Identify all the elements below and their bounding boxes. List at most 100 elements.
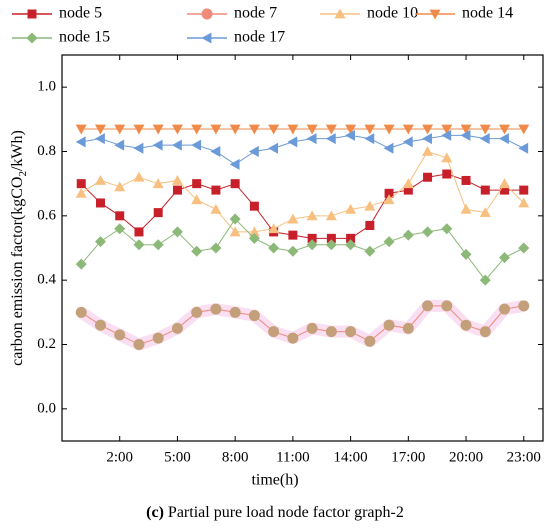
data-point (171, 322, 183, 334)
data-point (287, 136, 298, 148)
data-point (230, 179, 240, 189)
data-point (268, 326, 280, 338)
data-point (288, 230, 298, 240)
data-point (345, 124, 357, 135)
data-point (460, 319, 472, 331)
data-point (442, 169, 452, 179)
x-tick-label: 5:00 (164, 449, 191, 465)
data-point (364, 124, 376, 135)
data-point (441, 124, 453, 135)
legend-label: node 10 (367, 5, 418, 22)
data-point (114, 124, 126, 135)
y-label-part: carbon emission factor(kgCO (9, 177, 26, 366)
data-point (248, 232, 260, 244)
series-line (80, 150, 525, 233)
data-point (345, 239, 357, 251)
data-point (171, 124, 183, 135)
data-point (191, 245, 203, 257)
data-point (152, 332, 164, 344)
data-point (402, 322, 414, 334)
caption-text: Partial pure load node factor graph-2 (168, 504, 404, 521)
data-point (94, 124, 106, 135)
data-point (383, 236, 395, 248)
data-point (519, 185, 529, 195)
data-point (191, 194, 203, 205)
data-point (422, 133, 432, 145)
caption-label: (c) (146, 504, 164, 521)
legend-marker (201, 8, 213, 20)
data-point (248, 146, 259, 157)
legend-label: node 17 (234, 29, 285, 46)
data-point (287, 332, 299, 344)
data-point (441, 223, 453, 235)
data-point (460, 129, 471, 141)
data-point (403, 185, 413, 195)
data-point (422, 300, 434, 312)
data-point (402, 124, 414, 135)
data-point (365, 220, 375, 230)
legend-label: node 14 (462, 5, 513, 22)
data-point (383, 124, 395, 135)
data-point (479, 207, 491, 218)
data-point (134, 227, 144, 237)
y-tick-label: 0.6 (37, 207, 56, 223)
data-point (268, 223, 280, 234)
data-point (383, 319, 395, 331)
data-point (423, 172, 433, 182)
data-point (210, 146, 221, 157)
y-tick-label: 0.0 (37, 400, 56, 416)
legend-marker (429, 9, 441, 20)
plot-frame (61, 54, 544, 442)
data-point (210, 303, 222, 315)
series-line (81, 134, 524, 165)
data-point (441, 300, 453, 312)
data-point (384, 188, 394, 198)
data-point (499, 303, 511, 315)
legend-marker (201, 32, 212, 44)
data-point (268, 142, 279, 154)
y-tick-label: 0.4 (37, 272, 56, 288)
caption: (c) Partial pure load node factor graph-… (146, 504, 404, 521)
data-point (94, 236, 106, 248)
x-tick-label: 14:00 (334, 449, 368, 465)
data-point (325, 210, 337, 221)
data-point (402, 229, 414, 241)
data-point (75, 258, 87, 270)
data-point (306, 133, 317, 145)
data-point (115, 211, 125, 221)
data-point (172, 185, 182, 195)
y-tick-label: 0.8 (37, 143, 56, 159)
data-point (153, 208, 163, 218)
data-point (346, 233, 356, 243)
data-point (345, 203, 357, 214)
data-point (114, 181, 126, 192)
data-point (191, 124, 203, 135)
data-point (383, 194, 395, 205)
data-point (287, 213, 299, 224)
data-point (402, 178, 414, 189)
data-point (479, 274, 491, 286)
data-point (402, 136, 413, 148)
data-point (518, 197, 530, 208)
data-point (114, 223, 126, 235)
data-point (76, 179, 86, 189)
data-point (500, 185, 510, 195)
data-point (518, 124, 530, 135)
data-point (422, 226, 434, 238)
data-point (479, 124, 491, 135)
data-point (229, 306, 241, 318)
data-point (518, 242, 530, 254)
data-point (248, 226, 260, 237)
data-point (306, 239, 318, 251)
data-point (94, 319, 106, 331)
data-point (152, 178, 164, 189)
data-point (499, 178, 511, 189)
data-point (114, 329, 126, 341)
data-point (152, 139, 163, 151)
data-point (192, 179, 202, 189)
x-axis-label: time(h) (251, 472, 298, 489)
data-point (518, 142, 529, 154)
data-point (325, 239, 337, 251)
data-point (518, 300, 530, 312)
